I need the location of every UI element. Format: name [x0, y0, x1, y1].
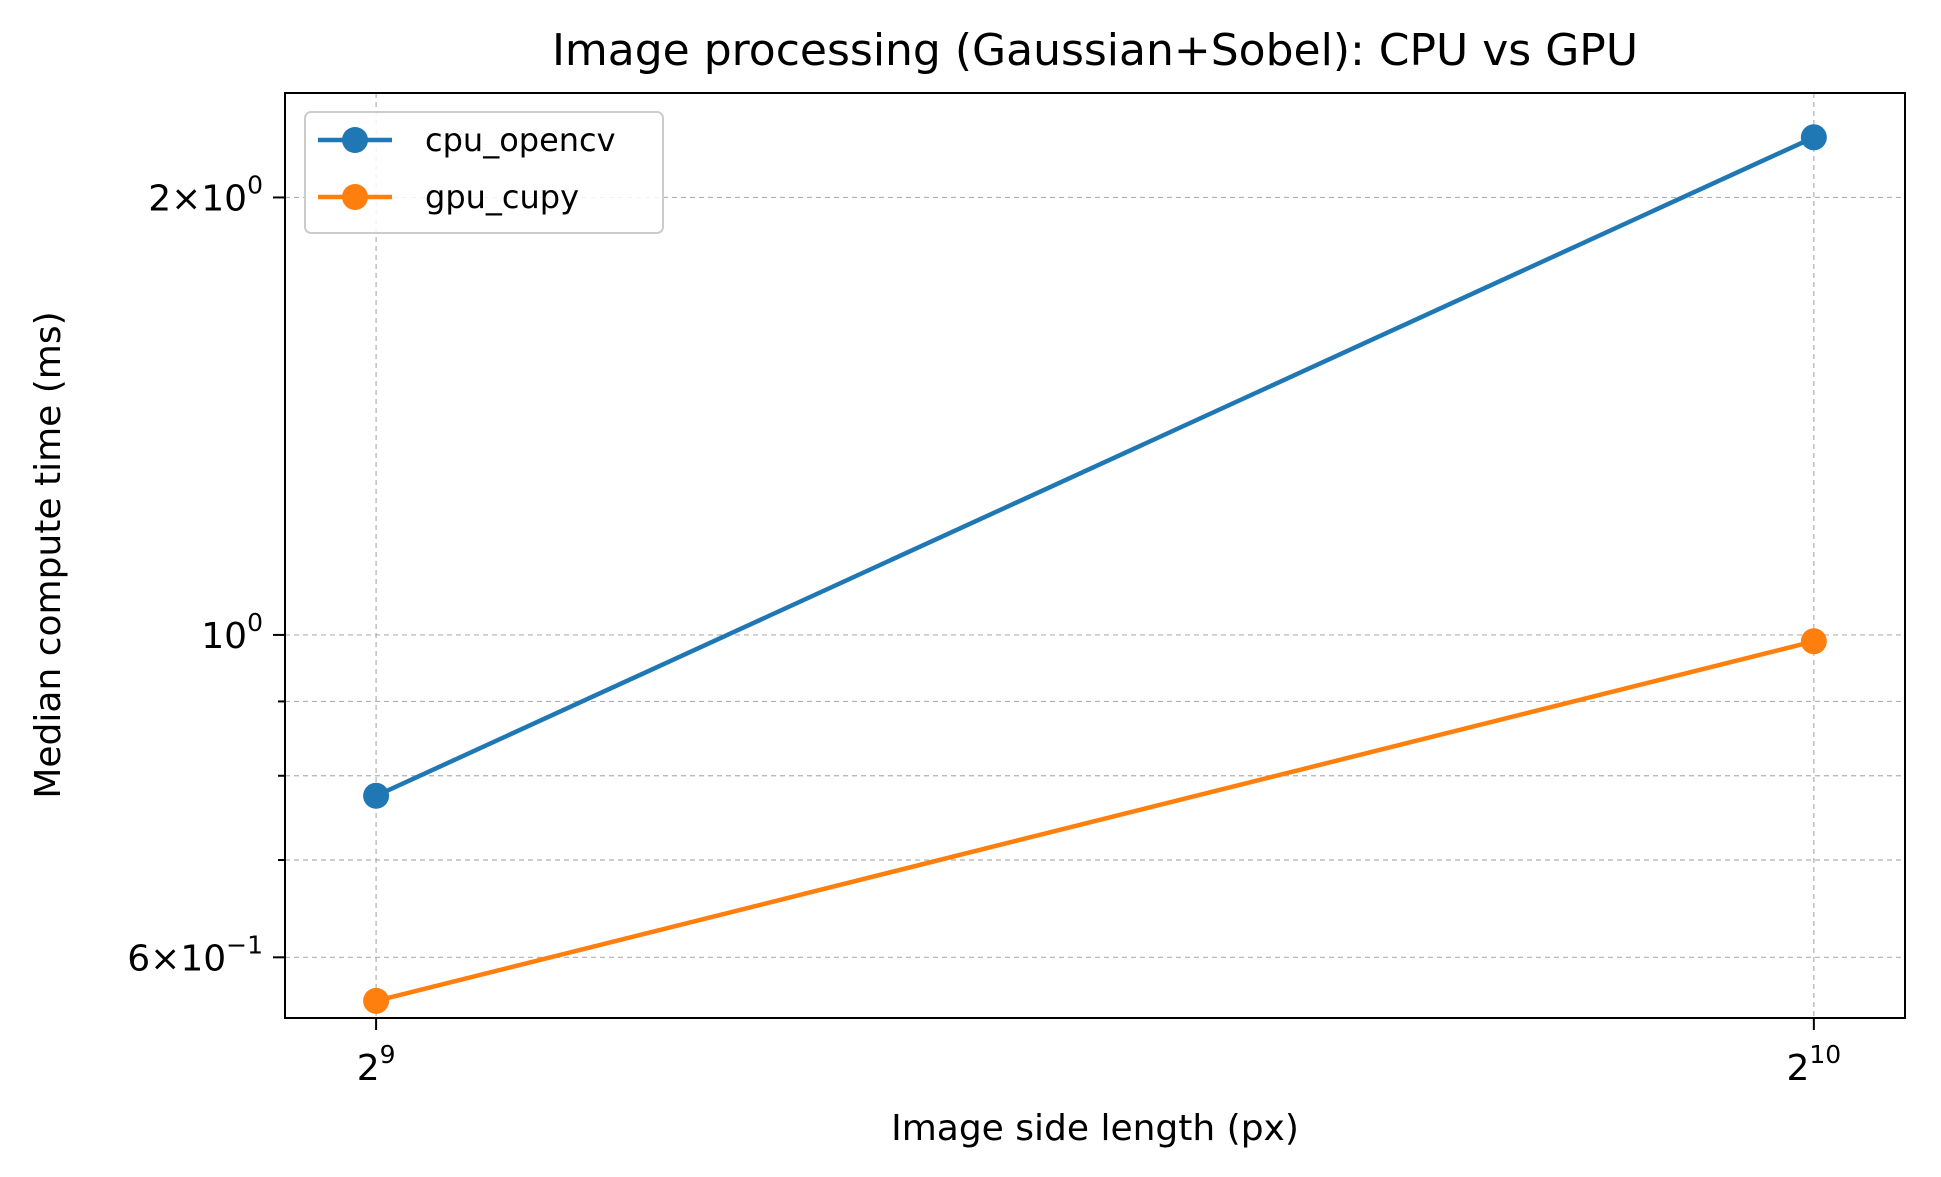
plot-frame [284, 92, 1906, 1019]
x-tick-exponent: 10 [1809, 1040, 1841, 1069]
series-layer [363, 124, 1827, 1014]
series-gpu_cupy [363, 628, 1827, 1014]
y-tick-times: × [150, 938, 180, 979]
x-tick-label: 29 [357, 1040, 396, 1089]
chart-title: Image processing (Gaussian+Sobel): CPU v… [552, 25, 1638, 76]
x-tick-exponent: 9 [380, 1040, 396, 1069]
y-tick-exponent: −1 [226, 930, 263, 959]
legend-label: cpu_opencv [425, 121, 616, 159]
legend: cpu_opencv gpu_cupy [304, 111, 664, 234]
series-line [375, 639, 1815, 1004]
y-tick-exponent: 0 [247, 170, 263, 199]
y-tick-mantissa: 2 [148, 178, 171, 219]
y-tick-mantissa: 6 [127, 938, 150, 979]
legend-marker [342, 127, 368, 153]
x-tick-label: 210 [1786, 1040, 1841, 1089]
data-point [363, 987, 390, 1014]
y-axis-label: Median compute time (ms) [28, 311, 69, 798]
x-axis-label: Image side length (px) [891, 1108, 1299, 1149]
grid [285, 93, 1905, 1018]
y-tick-exponent: 0 [247, 608, 263, 637]
y-tick-base: 10 [201, 616, 247, 657]
data-point [363, 782, 390, 809]
data-point [1800, 628, 1827, 655]
legend-item-gpu_cupy: gpu_cupy [318, 178, 579, 216]
series-line [375, 135, 1815, 798]
legend-frame [304, 111, 664, 234]
legend-item-cpu_opencv: cpu_opencv [318, 121, 616, 159]
y-tick-times: × [171, 178, 201, 219]
y-tick-label: 100 [201, 608, 263, 657]
data-point [1800, 124, 1827, 151]
y-tick-label: 2×100 [148, 170, 263, 219]
y-tick-base: 10 [180, 938, 226, 979]
legend-label: gpu_cupy [425, 178, 579, 216]
x-axis-ticks: 29 210 [357, 1018, 1841, 1089]
x-tick-base: 2 [357, 1048, 380, 1089]
y-tick-label: 6×10−1 [127, 930, 263, 979]
legend-marker [342, 184, 368, 210]
y-tick-base: 10 [201, 178, 247, 219]
series-cpu_opencv [363, 124, 1827, 809]
x-tick-base: 2 [1786, 1048, 1809, 1089]
